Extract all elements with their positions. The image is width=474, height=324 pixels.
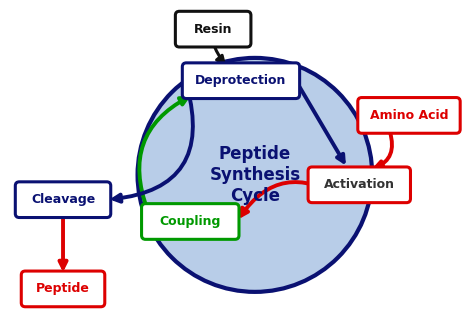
FancyBboxPatch shape	[308, 167, 410, 202]
Text: Cleavage: Cleavage	[31, 193, 95, 206]
FancyBboxPatch shape	[182, 63, 300, 98]
Text: Resin: Resin	[194, 23, 232, 36]
FancyBboxPatch shape	[142, 204, 239, 239]
FancyBboxPatch shape	[175, 11, 251, 47]
FancyBboxPatch shape	[358, 98, 460, 133]
Text: Amino Acid: Amino Acid	[370, 109, 448, 122]
FancyBboxPatch shape	[15, 182, 111, 217]
Text: Coupling: Coupling	[160, 215, 221, 228]
Text: Deprotection: Deprotection	[195, 74, 287, 87]
Ellipse shape	[137, 58, 372, 292]
Text: Peptide
Synthesis
Cycle: Peptide Synthesis Cycle	[210, 145, 301, 205]
Text: Activation: Activation	[324, 178, 395, 191]
Text: Peptide: Peptide	[36, 283, 90, 295]
FancyBboxPatch shape	[21, 271, 105, 307]
